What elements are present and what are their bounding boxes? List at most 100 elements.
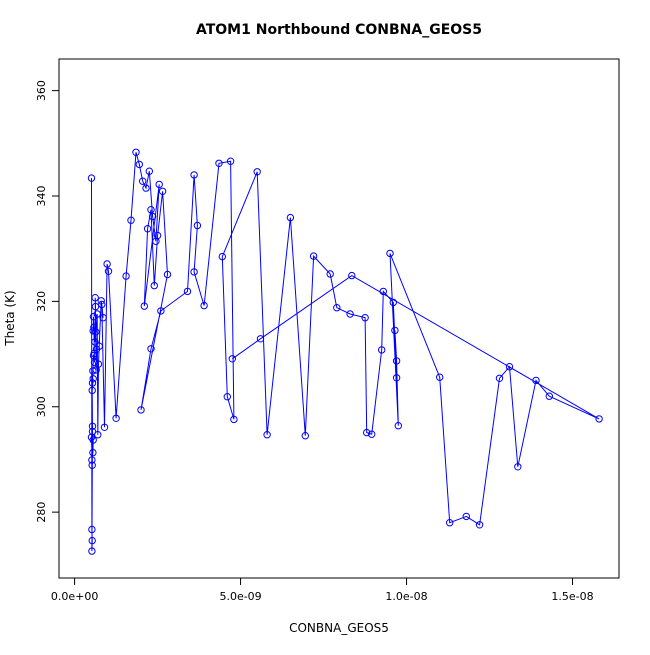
data-series [90, 152, 600, 552]
data-point [392, 374, 401, 382]
data-point [394, 422, 402, 430]
x-tick-label: 5.0e-09 [219, 590, 261, 603]
data-point [88, 536, 96, 545]
y-tick-label: 300 [35, 396, 48, 417]
data-point [475, 521, 484, 529]
data-point [532, 376, 540, 385]
data-point [333, 304, 341, 312]
data-point [505, 363, 514, 371]
data-point [88, 379, 97, 387]
data-point [163, 270, 172, 279]
data-point [326, 270, 334, 278]
data-point [223, 393, 232, 401]
data-points [87, 148, 603, 555]
data-point [89, 375, 97, 383]
data-point [142, 184, 150, 192]
x-tick-label: 1.0e-08 [385, 590, 427, 603]
data-point [89, 436, 97, 444]
data-point [190, 268, 198, 276]
data-point [99, 314, 107, 322]
data-point [89, 367, 97, 375]
data-point [90, 323, 98, 331]
data-point [378, 346, 386, 354]
data-point [91, 338, 99, 346]
data-point [88, 422, 97, 430]
data-point [132, 148, 140, 157]
data-point [127, 216, 135, 224]
x-tick-label: 1.5e-08 [551, 590, 593, 603]
y-tick-label: 280 [35, 502, 48, 523]
x-axis: 0.0e+00 5.0e-09 1.0e-08 1.5e-08 [51, 577, 594, 603]
data-point [112, 414, 120, 422]
data-point [183, 287, 192, 296]
data-point [514, 463, 522, 471]
data-point [361, 314, 369, 322]
x-axis-label: CONBNA_GEOS5 [289, 621, 389, 635]
y-tick-label: 360 [35, 80, 48, 101]
data-point [495, 374, 504, 382]
data-point [157, 307, 165, 315]
data-point [91, 302, 100, 311]
data-point [95, 342, 103, 350]
data-point [368, 430, 376, 438]
data-point [88, 456, 96, 464]
data-point [193, 221, 202, 230]
data-point [391, 326, 399, 335]
data-point [228, 355, 237, 363]
data-point [389, 298, 397, 307]
data-point [545, 392, 553, 400]
data-point [87, 174, 96, 182]
data-point [94, 431, 102, 439]
data-point [140, 302, 149, 310]
data-point [462, 512, 470, 521]
data-point [230, 415, 238, 424]
data-point [97, 297, 105, 305]
data-point [253, 168, 261, 176]
data-point [135, 160, 144, 169]
data-point [137, 406, 145, 414]
data-point [226, 157, 235, 165]
data-point [147, 206, 155, 214]
data-point [379, 287, 387, 296]
data-point [143, 225, 152, 233]
data-point [263, 431, 271, 439]
data-point [88, 386, 96, 395]
data-point [88, 525, 96, 534]
data-point [153, 231, 162, 240]
data-point [122, 272, 130, 280]
data-point [386, 249, 394, 258]
data-point [155, 180, 163, 189]
data-point [200, 301, 208, 310]
data-point [363, 428, 371, 437]
data-point [98, 300, 106, 309]
data-point [100, 423, 109, 431]
plot-frame [58, 58, 620, 579]
data-point [158, 187, 167, 196]
data-point [88, 427, 97, 436]
data-point [286, 213, 295, 222]
data-point [190, 171, 198, 179]
data-point [392, 357, 401, 365]
data-point [256, 335, 265, 343]
data-point [145, 167, 154, 175]
data-point [150, 281, 159, 290]
data-point [301, 432, 309, 440]
data-point [346, 310, 354, 318]
y-axis-label: Theta (K) [3, 290, 17, 346]
data-point [92, 328, 100, 336]
data-point [103, 260, 111, 268]
data-point [309, 252, 318, 260]
data-point [89, 448, 97, 457]
data-point [88, 461, 96, 469]
data-point [218, 252, 227, 261]
data-point [446, 519, 454, 527]
data-point [93, 310, 101, 318]
data-point [90, 349, 98, 358]
chart-title: ATOM1 Northbound CONBNA_GEOS5 [196, 22, 482, 38]
data-point [94, 360, 103, 368]
series-line [90, 152, 600, 552]
data-point [91, 294, 99, 302]
data-point [436, 373, 444, 381]
